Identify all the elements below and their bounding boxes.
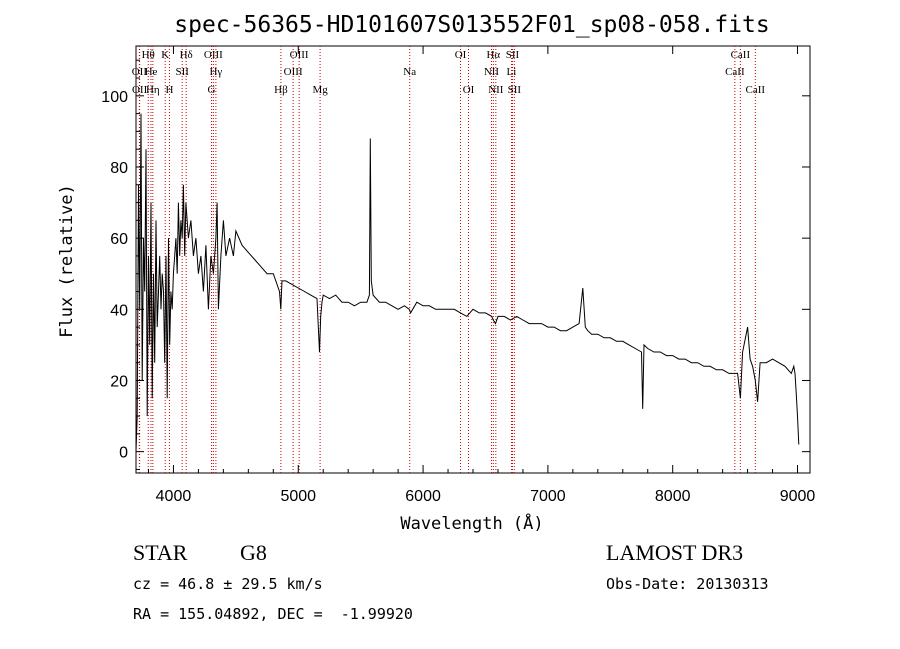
survey-name: LAMOST DR3 <box>606 540 744 565</box>
y-tick-label: 60 <box>110 231 128 248</box>
plot-frame <box>135 45 811 474</box>
line-label-20: Hα <box>486 49 500 61</box>
y-tick-label: 80 <box>110 160 128 177</box>
y-tick-label: 0 <box>119 445 128 462</box>
line-label-17: OI <box>455 49 467 61</box>
line-label-10: Hγ <box>209 66 222 78</box>
x-tick-label: 5000 <box>280 488 316 505</box>
object-class: STAR <box>133 540 188 565</box>
spectrum-series-line <box>135 113 800 452</box>
line-label-2: Hθ <box>142 49 155 61</box>
line-label-25: CaII <box>725 66 745 78</box>
x-axis-label: Wavelength (Å) <box>400 512 543 534</box>
line-label-1: OII <box>132 84 148 96</box>
line-label-19: NII <box>484 66 500 78</box>
line-label-0: OII <box>132 66 148 78</box>
line-label-14: OIII <box>290 49 309 61</box>
x-tick-label: 4000 <box>156 488 192 505</box>
line-label-23: SII <box>506 49 520 61</box>
spectral-line-markers <box>138 46 756 473</box>
line-label-21: NII <box>488 84 504 96</box>
y-tick-label: 40 <box>110 302 128 319</box>
x-tick-label: 7000 <box>530 488 566 505</box>
x-tick-label: 9000 <box>780 488 816 505</box>
line-label-7: SII <box>175 66 189 78</box>
chart-title: spec-56365-HD101607S013552F01_sp08-058.f… <box>174 12 769 38</box>
line-label-11: G <box>208 84 216 96</box>
line-label-6: H <box>165 84 173 96</box>
y-axis-ticks: 0 20 40 60 80 100 <box>101 59 810 470</box>
line-label-26: CaII <box>731 49 751 61</box>
line-label-16: Na <box>403 66 416 78</box>
x-tick-label: 8000 <box>655 488 691 505</box>
observation-date: Obs-Date: 20130313 <box>606 575 769 593</box>
redshift-cz: cz = 46.8 ± 29.5 km/s <box>133 575 323 593</box>
line-label-5: K <box>161 49 169 61</box>
line-label-18: OI <box>463 84 475 96</box>
line-label-4: Hη <box>146 84 160 96</box>
coordinates: RA = 155.04892, DEC = -1.99920 <box>133 605 413 623</box>
line-label-8: Hδ <box>180 49 193 61</box>
line-label-3: He <box>145 66 158 78</box>
y-tick-label: 100 <box>101 89 128 106</box>
line-label-9: OIII <box>204 49 223 61</box>
line-label-12: Hβ <box>274 84 288 96</box>
line-label-15: Mg <box>312 84 328 96</box>
y-axis-label: Flux (relative) <box>57 184 77 338</box>
line-label-27: CaII <box>746 84 766 96</box>
y-tick-label: 20 <box>110 373 128 390</box>
object-subclass: G8 <box>240 540 267 565</box>
line-label-13: OIII <box>284 66 303 78</box>
x-axis-ticks: 4000 5000 6000 7000 8000 9000 <box>147 46 816 505</box>
line-label-22: Li <box>507 66 517 78</box>
line-label-24: SII <box>508 84 522 96</box>
x-tick-label: 6000 <box>405 488 441 505</box>
